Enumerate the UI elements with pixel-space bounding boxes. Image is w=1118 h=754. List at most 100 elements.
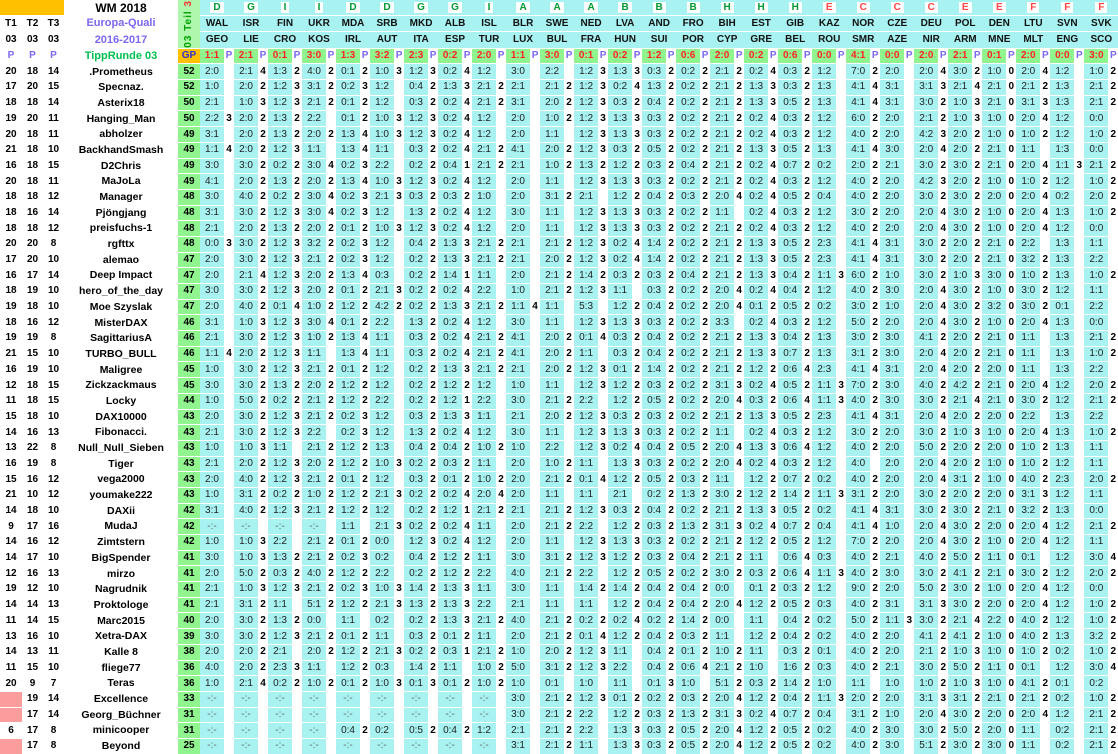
tip-points bbox=[564, 424, 575, 441]
tip-score: 3:0 bbox=[914, 158, 939, 175]
result-score: 3:2 bbox=[370, 48, 395, 65]
t3-cell: 14 bbox=[43, 707, 64, 724]
tip-points: 2 bbox=[258, 393, 269, 410]
tip-score: 1:3 bbox=[438, 409, 463, 426]
tip-points: 2 bbox=[666, 534, 677, 551]
tip-score: 2:1 bbox=[710, 142, 735, 159]
tip-points: 2 bbox=[258, 142, 269, 159]
t2-cell: 19 bbox=[22, 361, 43, 379]
tip-points: 2 bbox=[938, 252, 949, 269]
tip-score: 0:5 bbox=[778, 236, 803, 253]
tip-points: 2 bbox=[768, 628, 779, 645]
tip-points: 4 bbox=[360, 346, 371, 363]
tip-points bbox=[904, 205, 915, 222]
tip-score: 0:3 bbox=[370, 660, 395, 677]
tip-score: 1:0 bbox=[710, 644, 735, 661]
tip-points: 3 bbox=[938, 691, 949, 708]
t2-cell: 18 bbox=[22, 126, 43, 143]
tip-points bbox=[1108, 252, 1118, 269]
tip-points: 2 bbox=[360, 95, 371, 112]
tip-points: 2 bbox=[734, 660, 745, 677]
t1-cell: 16 bbox=[0, 267, 22, 285]
tip-points bbox=[530, 158, 541, 175]
tip-score: 1:2 bbox=[1050, 581, 1075, 598]
tip-points: 4 bbox=[972, 612, 983, 630]
tip-score: 0:1 bbox=[336, 628, 361, 645]
result-score: 0:1 bbox=[574, 48, 599, 65]
tip-points: 3 bbox=[224, 110, 235, 128]
tip-score: 4:2 bbox=[914, 173, 939, 190]
tip-points: 2 bbox=[326, 471, 337, 488]
tip-points bbox=[1040, 660, 1051, 677]
tip-points: 2 bbox=[700, 597, 711, 614]
tip-score: -:- bbox=[234, 691, 259, 708]
tip-points: 2 bbox=[802, 267, 813, 285]
tip-score: 1:2 bbox=[438, 565, 463, 583]
tip-points: 2 bbox=[326, 393, 337, 410]
group-letter: H bbox=[720, 2, 734, 14]
tip-score: 1:0 bbox=[472, 675, 497, 692]
tip-score: 2:2 bbox=[370, 158, 395, 175]
tip-score: 3:1 bbox=[880, 361, 905, 379]
tip-score: 2:0 bbox=[846, 691, 871, 708]
tip-points: 2 bbox=[496, 675, 507, 692]
tip-points: 2 bbox=[428, 252, 439, 269]
tip-points: 2 bbox=[564, 142, 575, 159]
tip-score: 2:1 bbox=[982, 236, 1007, 253]
tip-score: 2:0 bbox=[710, 283, 735, 300]
tip-points: 2 bbox=[632, 550, 643, 567]
tip-score: 3:0 bbox=[948, 518, 973, 536]
tip-score: 2:1 bbox=[710, 660, 735, 677]
tip-points bbox=[904, 424, 915, 441]
tip-score: 1:2 bbox=[608, 628, 633, 645]
tip-points: 2 bbox=[496, 142, 507, 159]
tip-points: 2 bbox=[802, 597, 813, 614]
tip-score: 1:1 bbox=[302, 142, 327, 159]
tip-points: 3 bbox=[836, 377, 847, 394]
tip-score: 1:3 bbox=[676, 707, 701, 724]
tip-score: 1:2 bbox=[472, 63, 497, 81]
tip-points: 3 bbox=[292, 142, 303, 159]
tip-score: 1:1 bbox=[438, 660, 463, 677]
tip-score: 0:2 bbox=[268, 158, 293, 175]
team-home: BIH bbox=[710, 15, 745, 33]
tip-score: 1:0 bbox=[370, 675, 395, 692]
group-cell: F bbox=[1084, 0, 1118, 17]
tip-score: 0:2 bbox=[404, 158, 429, 175]
tip-score: 0:3 bbox=[642, 518, 667, 536]
player-name: MisterDAX bbox=[64, 314, 178, 332]
tip-score: 3:1 bbox=[914, 691, 939, 708]
tip-score: -:- bbox=[370, 707, 395, 724]
tip-points: 3 bbox=[394, 63, 405, 81]
tip-points bbox=[1074, 691, 1085, 708]
tip-points: 2 bbox=[666, 283, 677, 300]
tip-points: 2 bbox=[734, 361, 745, 379]
tip-points: 2 bbox=[462, 456, 473, 473]
t3-cell: 10 bbox=[43, 550, 64, 567]
tip-score: 2:0 bbox=[506, 628, 531, 645]
tip-score: 5:0 bbox=[948, 722, 973, 739]
player-row: 11 18 15 Locky 44 1:0 5:0 2 0:2 2 2:1 2 1:2 2 2:2 0:2 2 1… bbox=[0, 393, 1118, 410]
tip-points: 0 bbox=[1006, 597, 1017, 614]
tip-score: 3:0 bbox=[948, 283, 973, 300]
tip-points: 2 bbox=[802, 612, 813, 630]
tip-points: 2 bbox=[700, 330, 711, 347]
tip-points: 2 bbox=[564, 346, 575, 363]
tip-points: 4 bbox=[938, 63, 949, 81]
tip-score: 0:2 bbox=[744, 456, 769, 473]
tip-score: 3:0 bbox=[302, 314, 327, 332]
result-score: 1:1 bbox=[200, 48, 224, 65]
tip-score: 3:0 bbox=[234, 158, 259, 175]
tip-points bbox=[836, 205, 847, 222]
tip-score: 0:1 bbox=[336, 63, 361, 81]
tip-score: 2:0 bbox=[982, 722, 1007, 739]
tip-score: 0:3 bbox=[642, 738, 667, 754]
tip-points: 0 bbox=[1006, 550, 1017, 567]
tip-points: 2 bbox=[666, 424, 677, 441]
tip-points: 2 bbox=[292, 110, 303, 128]
tip-score: 1:3 bbox=[608, 205, 633, 222]
group-cell: A bbox=[506, 0, 541, 17]
t1-cell: 18 bbox=[0, 95, 22, 112]
tip-points: 2 bbox=[258, 173, 269, 190]
tip-score: 1:2 bbox=[574, 424, 599, 441]
